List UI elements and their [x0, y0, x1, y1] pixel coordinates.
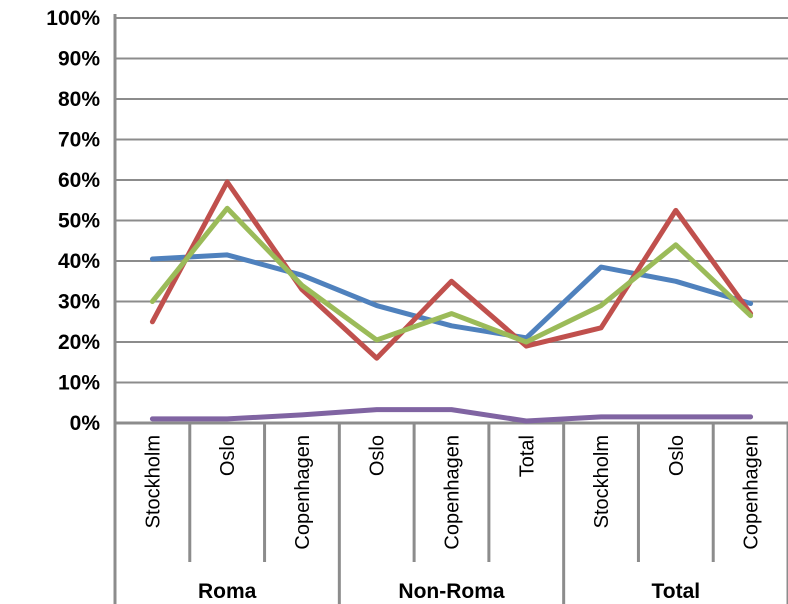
category-label: Total — [516, 435, 538, 477]
series-lines — [149, 179, 754, 424]
series-line — [149, 252, 754, 341]
category-label: Copenhagen — [442, 435, 464, 550]
category-label: Copenhagen — [292, 435, 314, 550]
y-tick-label: 40% — [58, 250, 100, 273]
axes — [113, 14, 788, 604]
x-axis-category-labels: Stockholm Oslo Copenhagen Oslo Copenhagen Tot… — [142, 435, 762, 550]
y-tick-label: 60% — [58, 169, 100, 192]
group-label: Roma — [198, 580, 257, 603]
y-axis-tick-labels: 0% 10% 20% 30% 40% 50% 60% 70% 80% 90% 100% — [46, 7, 100, 435]
y-tick-label: 0% — [70, 412, 101, 435]
category-label: Oslo — [367, 435, 389, 476]
y-tick-label: 50% — [58, 210, 100, 233]
group-label: Total — [652, 580, 701, 603]
series-line — [149, 407, 754, 424]
y-tick-label: 10% — [58, 372, 100, 395]
y-tick-label: 90% — [58, 48, 100, 71]
y-tick-label: 70% — [58, 129, 100, 152]
group-label: Non-Roma — [398, 580, 504, 603]
y-tick-label: 100% — [46, 7, 100, 30]
y-tick-label: 30% — [58, 291, 100, 314]
category-label: Copenhagen — [741, 435, 763, 550]
category-label: Oslo — [666, 435, 688, 476]
category-label: Oslo — [217, 435, 239, 476]
y-tick-label: 20% — [58, 331, 100, 354]
series-line — [149, 179, 754, 361]
series-line — [149, 205, 754, 345]
category-label: Stockholm — [142, 435, 164, 528]
y-tick-label: 80% — [58, 88, 100, 111]
x-axis-group-labels: Roma Non-Roma Total — [198, 580, 700, 603]
category-label: Stockholm — [591, 435, 613, 528]
